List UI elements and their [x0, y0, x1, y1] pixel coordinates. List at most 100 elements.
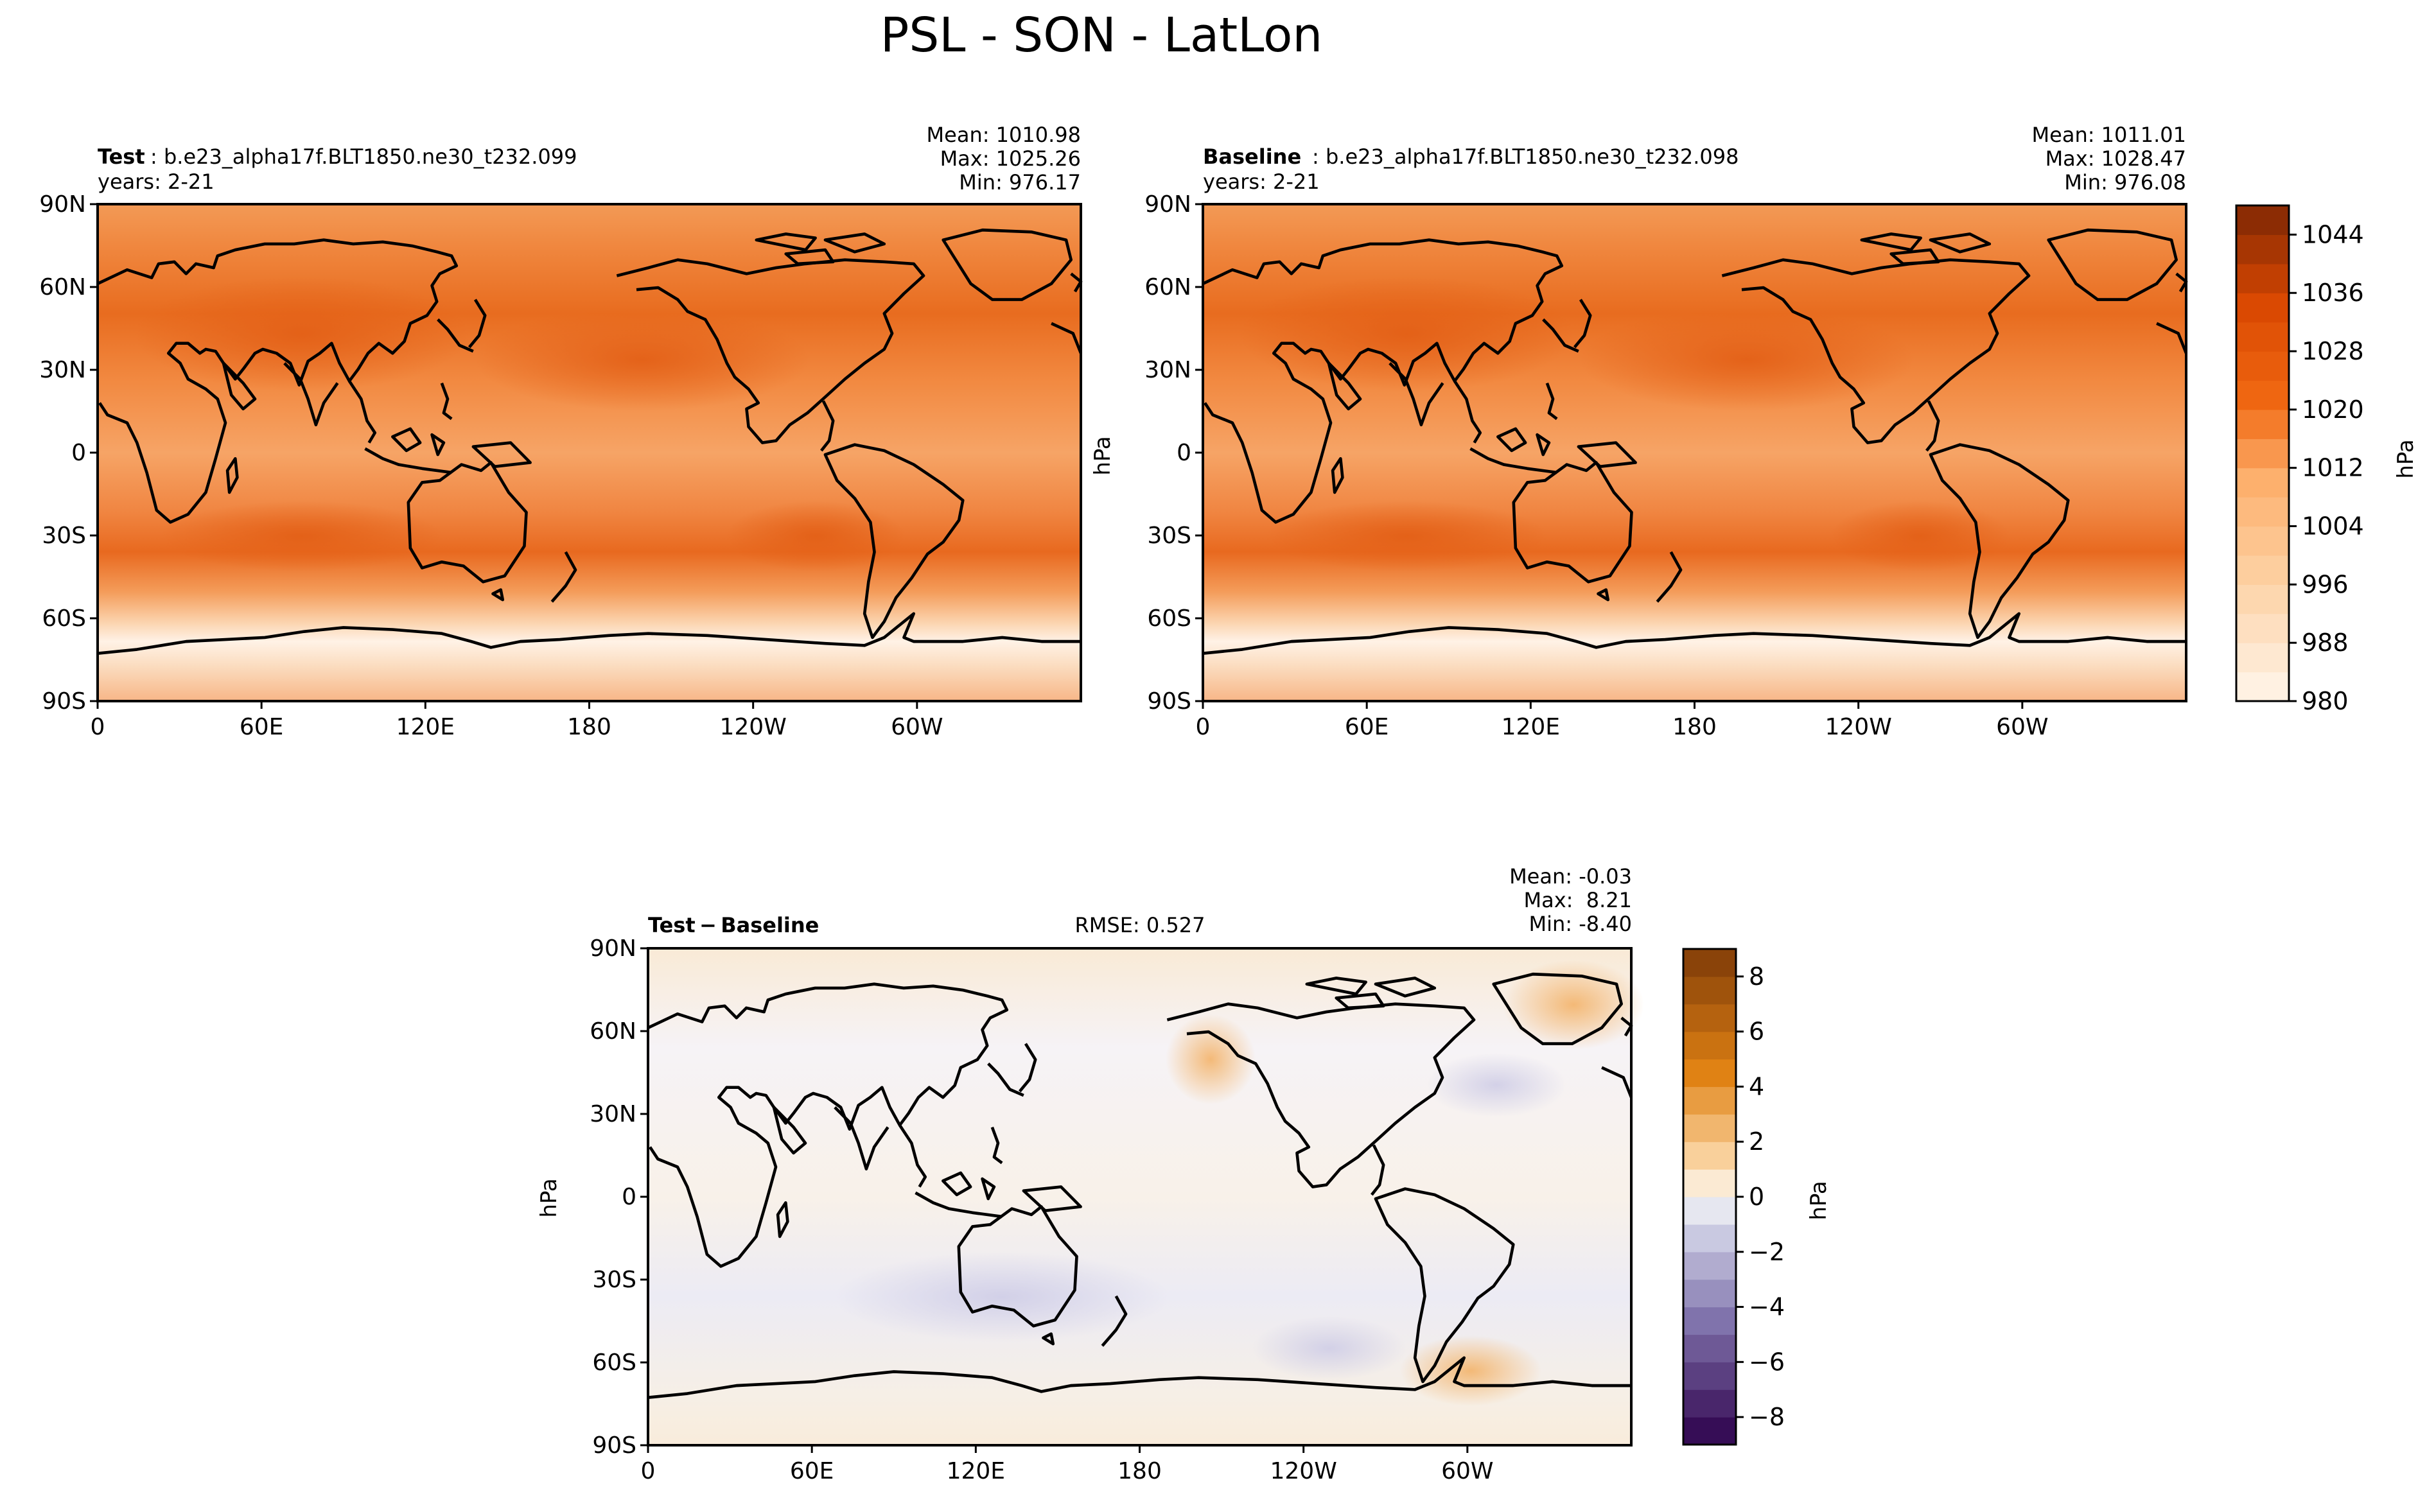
colorbar-top-segment: [2236, 263, 2289, 293]
colorbar-diff-segment: [1683, 976, 1736, 1005]
diff-lat-label: 90N: [590, 935, 636, 962]
test-high-sh-pac: [726, 501, 906, 571]
colorbar-top-tick-label: 980: [2302, 687, 2349, 715]
colorbar-top-segment: [2236, 322, 2289, 352]
colorbar-diff-tick-label: −2: [1749, 1238, 1785, 1266]
baseline-high-nh-pac: [1580, 308, 1914, 411]
colorbar-top-segment: [2236, 526, 2289, 556]
colorbar-top-segment: [2236, 584, 2289, 614]
colorbar-diff-segment: [1683, 1279, 1736, 1308]
baseline-lon-label: 60W: [1996, 714, 2048, 740]
colorbar-top-unit: hPa: [2393, 439, 2419, 478]
diff-lon-label: 60W: [1441, 1458, 1493, 1484]
baseline-lat-label: 30N: [1144, 357, 1191, 383]
colorbar-top-segment: [2236, 643, 2289, 673]
baseline-high-nh-asia: [1240, 276, 1573, 392]
test-map: [98, 203, 1081, 702]
colorbar-top-segment: [2236, 409, 2289, 439]
test-min: Min: 976.17: [959, 170, 1081, 195]
colorbar-diff-segment: [1683, 1086, 1736, 1115]
colorbar-top-tick-label: 988: [2302, 629, 2349, 657]
colorbar-top: 980 988 996 1004 1012 1020 1028 1036 1044: [2235, 204, 2364, 715]
colorbar-top-tick-label: 996: [2302, 570, 2349, 598]
test-high-nh-pac: [475, 308, 809, 411]
colorbar-top-tick-label: 1020: [2302, 395, 2364, 424]
diff-anom-greenland: [1503, 960, 1644, 1050]
colorbar-top-tick-label: 1012: [2302, 454, 2364, 482]
colorbar-diff-unit: hPa: [1806, 1181, 1832, 1220]
baseline-high-sh-ind: [1265, 501, 1548, 571]
test-lat-label: 30S: [42, 523, 86, 549]
colorbar-diff-tick-label: 8: [1749, 962, 1764, 991]
colorbar-diff-tick-label: 6: [1749, 1018, 1764, 1046]
test-label: Test: [98, 144, 145, 169]
test-mean: Mean: 1010.98: [927, 123, 1081, 147]
diff-ylabel: hPa: [536, 1178, 562, 1217]
diff-max: Max: 8.21: [1523, 888, 1632, 912]
test-years: years: 2-21: [98, 169, 215, 194]
colorbar-diff-segment: [1683, 1224, 1736, 1253]
colorbar-top-segment: [2236, 234, 2289, 265]
test-lat-label: 60N: [39, 274, 86, 300]
colorbar-top-segment: [2236, 439, 2289, 469]
diff-anom-south-pacific: [1252, 1316, 1406, 1380]
colorbar-top-segment: [2236, 555, 2289, 585]
colorbar-diff-segment: [1683, 1059, 1736, 1088]
colorbar-diff-tick-label: 4: [1749, 1072, 1764, 1100]
baseline-lat-label: 30S: [1147, 523, 1191, 549]
colorbar-top-segment: [2236, 351, 2289, 381]
diff-lat-label: 0: [622, 1184, 636, 1210]
colorbar-diff-segment: [1683, 1362, 1736, 1390]
diff-lon-label: 180: [1117, 1458, 1162, 1484]
colorbar-top-segment: [2236, 497, 2289, 527]
test-lon-label: 0: [91, 714, 105, 740]
baseline-lon-label: 180: [1672, 714, 1717, 740]
colorbar-top-segment: [2236, 672, 2289, 702]
diff-label: Test − Baseline: [648, 913, 819, 937]
baseline-years: years: 2-21: [1203, 169, 1320, 194]
diff-lat-label: 60S: [592, 1350, 636, 1376]
diff-lat-label: 60N: [590, 1018, 636, 1045]
colorbar-top-segment: [2236, 467, 2289, 498]
test-case: : b.e23_alpha17f.BLT1850.ne30_t232.099: [150, 144, 577, 169]
baseline-lon-label: 0: [1196, 714, 1211, 740]
diff-lat-label: 30N: [590, 1101, 636, 1127]
colorbar-diff-segment: [1683, 1307, 1736, 1335]
diff-lon-label: 120E: [947, 1458, 1005, 1484]
colorbar-top-segment: [2236, 205, 2289, 236]
baseline-case: : b.e23_alpha17f.BLT1850.ne30_t232.098: [1312, 144, 1739, 169]
diff-mean: Mean: -0.03: [1509, 864, 1632, 889]
colorbar-diff-segment: [1683, 1004, 1736, 1032]
colorbar-top-segment: [2236, 380, 2289, 410]
colorbar-top-segment: [2236, 613, 2289, 643]
colorbar-top-tick-label: 1004: [2302, 512, 2364, 541]
colorbar-diff-tick-label: −6: [1749, 1348, 1785, 1376]
test-lon-label: 120E: [396, 714, 455, 740]
baseline-lat-label: 90N: [1144, 191, 1191, 218]
diff-rmse: RMSE: 0.527: [1075, 913, 1205, 937]
baseline-max: Max: 1028.47: [2046, 146, 2186, 171]
colorbar-diff-segment: [1683, 1114, 1736, 1142]
colorbar-diff-segment: [1683, 1417, 1736, 1445]
colorbar-diff-segment: [1683, 1169, 1736, 1197]
colorbar-diff-segment: [1683, 1197, 1736, 1225]
baseline-mean: Mean: 1011.01: [2032, 123, 2186, 147]
baseline-min: Min: 976.08: [2064, 170, 2186, 195]
colorbar-diff-segment: [1683, 949, 1736, 977]
baseline-lat-label: 60S: [1147, 605, 1191, 632]
diff-lon-label: 0: [641, 1458, 656, 1484]
colorbar-top-tick-label: 1036: [2302, 279, 2364, 307]
colorbar-diff-segment: [1683, 1142, 1736, 1170]
figure-title: PSL - SON - LatLon: [881, 8, 1323, 63]
test-lon-label: 60E: [240, 714, 284, 740]
test-high-nh-asia: [135, 276, 469, 392]
colorbar-diff-segment: [1683, 1251, 1736, 1280]
baseline-field: [1203, 204, 2186, 701]
panel-test: Test : b.e23_alpha17f.BLT1850.ne30_t232.…: [98, 123, 1081, 702]
baseline-lon-label: 60E: [1345, 714, 1389, 740]
test-max: Max: 1025.26: [940, 146, 1081, 171]
colorbar-diff-tick-label: −8: [1749, 1403, 1785, 1431]
